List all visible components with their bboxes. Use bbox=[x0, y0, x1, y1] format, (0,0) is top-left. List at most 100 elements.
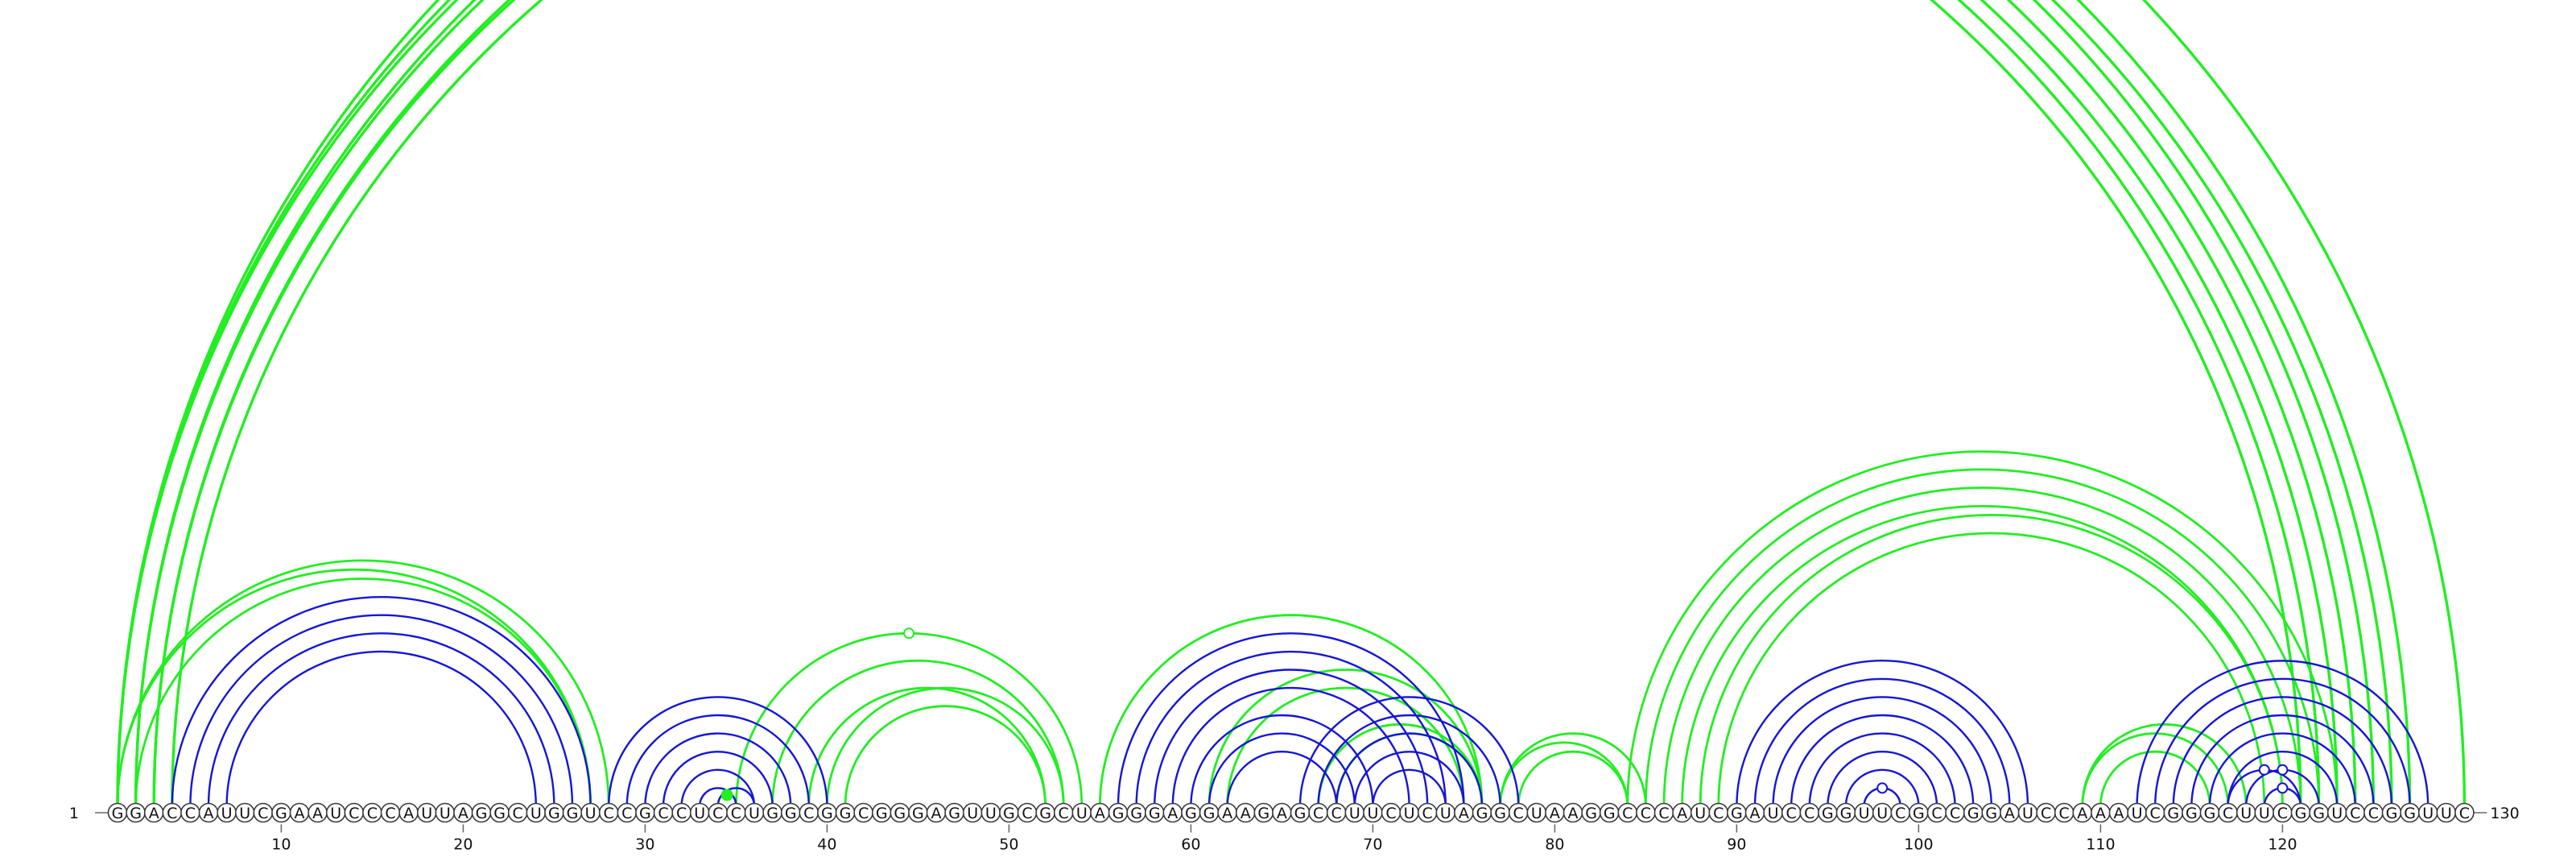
green-arc-37-53 bbox=[771, 659, 1065, 807]
green-arc-3-123 bbox=[152, 0, 2339, 807]
blue-arc-30-38 bbox=[644, 732, 792, 807]
nucleotide-letter: C bbox=[1022, 805, 1032, 822]
blue-arc-61-69 bbox=[1208, 732, 1356, 807]
axis-tick-label: 40 bbox=[817, 836, 836, 854]
nucleotide-letter: C bbox=[1786, 805, 1797, 822]
nucleotide-letter: G bbox=[493, 805, 506, 822]
nucleotide-letter: U bbox=[2422, 805, 2434, 822]
axis-tick-label: 120 bbox=[2268, 836, 2297, 854]
nucleotide-letter: U bbox=[2259, 805, 2270, 822]
nucleotide-letter: A bbox=[1459, 805, 1469, 822]
green-arc-39-52 bbox=[807, 686, 1046, 807]
nucleotide-letter: G bbox=[112, 805, 124, 822]
nucleotide-letter: G bbox=[912, 805, 924, 822]
nucleotide-letter: G bbox=[1185, 805, 1197, 822]
nucleotide-letter: G bbox=[1257, 805, 1269, 822]
nucleotide-letter: G bbox=[1476, 805, 1488, 822]
nucleotide-letter: C bbox=[1513, 805, 1524, 822]
blue-arc-marker bbox=[2277, 782, 2289, 794]
nucleotide-letter: U bbox=[2331, 805, 2343, 822]
nucleotide-letter: C bbox=[2368, 805, 2379, 822]
nucleotide-letter: C bbox=[167, 805, 177, 822]
nucleotide-letter: A bbox=[1550, 805, 1560, 822]
nucleotide-letter: U bbox=[330, 805, 341, 822]
nucleotide-letter: U bbox=[2240, 805, 2252, 822]
green-arc-2-126 bbox=[134, 0, 2393, 807]
green-arc-1-130 bbox=[116, 0, 2467, 807]
nucleotide-letter: G bbox=[840, 805, 852, 822]
nucleotide-letter: G bbox=[1294, 805, 1307, 822]
nucleotide-letter: A bbox=[204, 805, 214, 822]
blue-arc-33-35 bbox=[699, 787, 737, 807]
nucleotide-letter: U bbox=[1695, 805, 1706, 822]
nucleotide-letter: A bbox=[2004, 805, 2015, 822]
nucleotide-letter: G bbox=[876, 805, 888, 822]
green-arc-89-119 bbox=[1717, 532, 2266, 807]
blue-arc-69-75 bbox=[1353, 751, 1465, 807]
axis-tick-label: 10 bbox=[271, 836, 291, 854]
nucleotide-letter: C bbox=[1895, 805, 1905, 822]
axis-tick-label: 110 bbox=[2086, 836, 2115, 854]
nucleotide-letter: A bbox=[458, 805, 469, 822]
green-arc-110-116 bbox=[2099, 750, 2211, 807]
nucleotide-letter: C bbox=[1950, 805, 1960, 822]
blue-arc-6-25 bbox=[207, 632, 555, 807]
nucleotide-letter: C bbox=[2041, 805, 2051, 822]
blue-arc-66-78 bbox=[1298, 696, 1520, 807]
blue-arc-67-77 bbox=[1317, 714, 1501, 807]
nucleotide-letter: G bbox=[766, 805, 778, 822]
axis-tick-label: 20 bbox=[453, 836, 473, 854]
green-arc-marker bbox=[903, 627, 915, 640]
nucleotide-letter: C bbox=[1331, 805, 1342, 822]
nucleotide-letter: U bbox=[1076, 805, 1088, 822]
nucleotide-letter: C bbox=[367, 805, 378, 822]
nucleotide-letter: C bbox=[2350, 805, 2360, 822]
nucleotide-letter: U bbox=[1768, 805, 1779, 822]
nucleotide-letter: G bbox=[130, 805, 142, 822]
nucleotide-letter: U bbox=[221, 805, 233, 822]
nucleotide-letter: U bbox=[2441, 805, 2452, 822]
nucleotide-letter: G bbox=[2204, 805, 2216, 822]
nucleotide-letter: G bbox=[2186, 805, 2198, 822]
blue-arc-32-36 bbox=[680, 768, 756, 807]
nucleotide-letter: G bbox=[476, 805, 488, 822]
nucleotide-letter: G bbox=[1913, 805, 1925, 822]
nucleotide-letter: C bbox=[604, 805, 614, 822]
blue-arc-96-100 bbox=[1844, 768, 1920, 807]
axis-tick-label: 50 bbox=[999, 836, 1018, 854]
blue-arc-70-74 bbox=[1372, 768, 1447, 807]
nucleotide-letter: C bbox=[731, 805, 741, 822]
green-arc-3-122 bbox=[152, 0, 2321, 807]
blue-arc-116-124 bbox=[2208, 732, 2356, 807]
nucleotide-letter: C bbox=[2277, 805, 2288, 822]
nucleotide-letter: U bbox=[985, 805, 997, 822]
nucleotide-letter: A bbox=[2077, 805, 2087, 822]
end-position-label: 130 bbox=[2490, 805, 2519, 822]
green-arc-41-52 bbox=[844, 705, 1046, 807]
green-filled-marker bbox=[720, 789, 733, 801]
green-arc-35-54 bbox=[735, 631, 1084, 807]
nucleotide-letter: G bbox=[1967, 805, 1979, 822]
green-arc-109-118 bbox=[2081, 722, 2248, 807]
blue-arc-29-39 bbox=[625, 714, 810, 807]
nucleotide-letter: C bbox=[676, 805, 687, 822]
nucleotide-letter: A bbox=[2095, 805, 2106, 822]
nucleotide-letter: G bbox=[2167, 805, 2179, 822]
blue-arc-57-74 bbox=[1135, 650, 1447, 807]
position-axis: 10 20 30 40 50 60 70 80 90 100 110 120 bbox=[271, 824, 2297, 854]
green-arc-1-127 bbox=[116, 0, 2412, 807]
nucleotide-letter: G bbox=[1039, 805, 1051, 822]
nucleotide-letter: A bbox=[1167, 805, 1178, 822]
blue-arc-marker bbox=[2277, 764, 2289, 776]
nucleotide-letter: U bbox=[440, 805, 451, 822]
blue-arc-62-68 bbox=[1226, 751, 1338, 807]
blue-arc-117-123 bbox=[2227, 751, 2339, 807]
nucleotide-letter: C bbox=[2459, 805, 2470, 822]
nucleotide-letter: C bbox=[1804, 805, 1814, 822]
blue-arc-marker bbox=[1876, 782, 1889, 794]
blue-arc-7-24 bbox=[225, 650, 537, 807]
axis-tick-label: 100 bbox=[1904, 836, 1933, 854]
nucleotide-letter: A bbox=[1095, 805, 1105, 822]
blue-arc-95-101 bbox=[1827, 751, 1938, 807]
